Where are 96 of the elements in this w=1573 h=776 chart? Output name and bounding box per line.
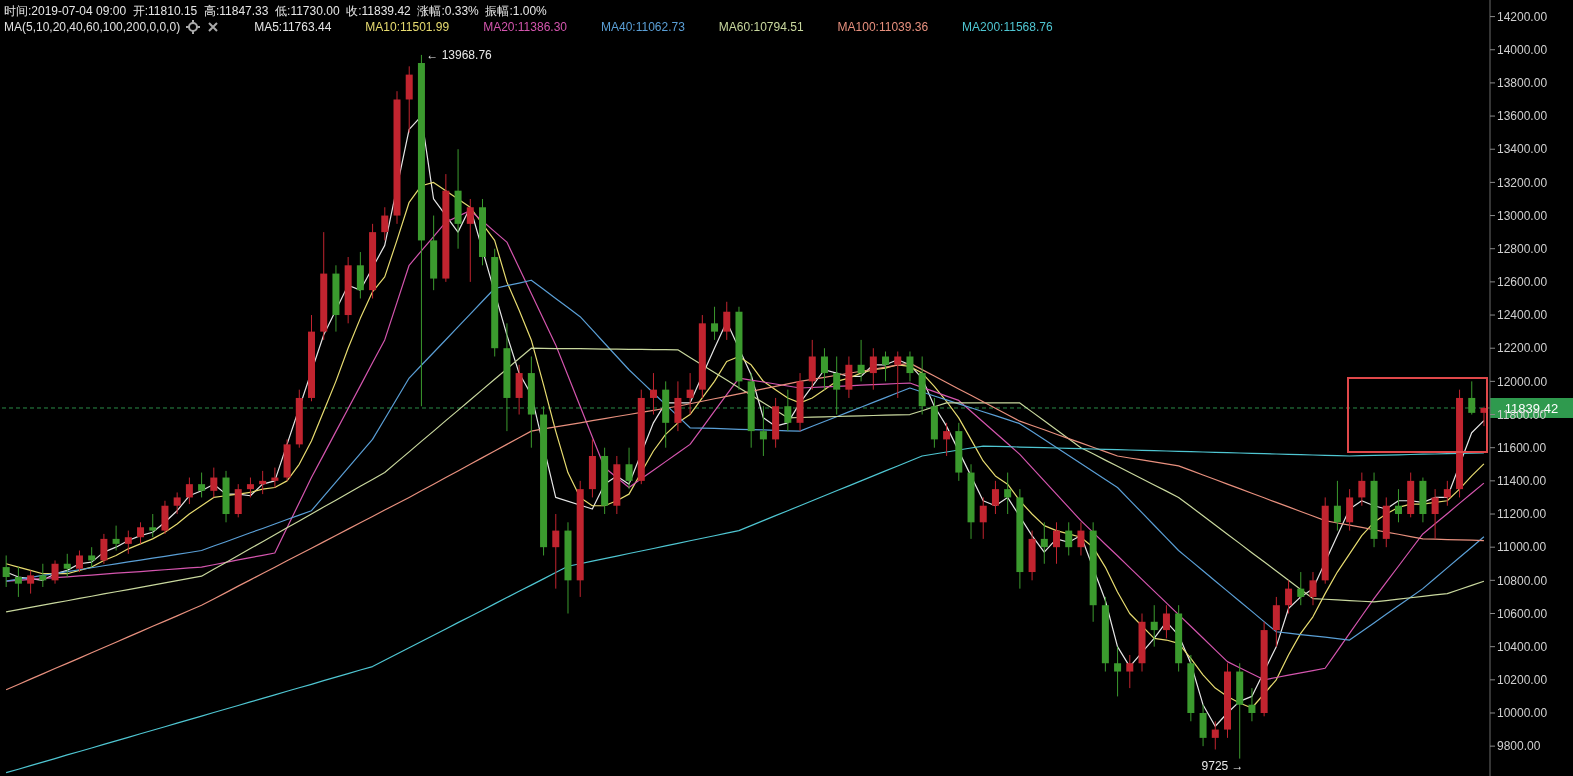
candlestick [649, 372, 657, 416]
candlestick [1248, 687, 1256, 722]
candlestick [381, 206, 389, 241]
candlestick [686, 372, 694, 416]
chart-title: 时间:2019-07-04 09:00 开:11810.15 高:11847.33 低:11730.00 收:11839.42 涨幅:0.33% 振幅:1.00% [4, 3, 547, 20]
candlestick [552, 513, 560, 590]
candlestick [1077, 521, 1085, 556]
candlestick [88, 546, 96, 568]
candlestick [75, 550, 83, 573]
candlestick [100, 533, 108, 565]
candlestick [14, 566, 22, 598]
candlestick [198, 472, 206, 498]
text: MA40:11062.73 [601, 20, 685, 34]
candlestick [1297, 571, 1305, 606]
text: MA5:11763.44 [254, 20, 332, 34]
candlestick [1443, 480, 1451, 507]
candlestick [857, 339, 865, 382]
y-tick-label: 13200.00 [1497, 175, 1548, 190]
candlestick [1431, 488, 1439, 540]
y-tick-label: 11000.00 [1497, 540, 1547, 555]
legend-title: MA(5,10,20,40,60,100,200,0,0,0) [4, 20, 182, 34]
candlestick [625, 447, 633, 490]
candlestick [1285, 579, 1293, 614]
candlestick [711, 306, 719, 341]
candlestick [173, 491, 181, 515]
candlestick [63, 553, 71, 578]
candlestick [894, 351, 902, 399]
candlestick [979, 496, 987, 540]
y-tick-label: 13600.00 [1497, 109, 1548, 124]
y-tick-label: 13800.00 [1497, 76, 1548, 91]
candlestick [1053, 521, 1061, 565]
line-series [5, 445, 1485, 774]
y-tick-label: 13400.00 [1497, 142, 1548, 157]
y-tick-label: 10600.00 [1497, 606, 1548, 621]
candlestick [185, 477, 193, 505]
candlestick [784, 389, 792, 432]
text: MA60:10794.51 [718, 20, 804, 34]
candlestick [1004, 472, 1012, 515]
candlestick [466, 198, 474, 283]
candlestick [991, 480, 999, 515]
y-tick-label: 9800.00 [1497, 739, 1541, 754]
candlestick [1150, 604, 1158, 648]
y-tick-label: 14000.00 [1497, 43, 1548, 57]
y-tick-label: 12000.00 [1497, 374, 1548, 389]
line-series [5, 279, 1485, 641]
candlestick [2, 554, 10, 588]
y-tick-label: 10400.00 [1497, 639, 1548, 654]
candlestick [1065, 521, 1073, 556]
candlestick [246, 477, 254, 498]
candlestick [1114, 646, 1122, 697]
annotation: ← 13968.76 [426, 47, 493, 62]
annotation: 9725 → [1201, 758, 1244, 773]
line-series [5, 347, 1485, 613]
candlestick [833, 356, 841, 416]
candlestick [271, 467, 279, 488]
y-tick-label: 12200.00 [1497, 341, 1548, 356]
candlestick [820, 347, 828, 391]
candlestick [259, 470, 267, 495]
y-tick-label: 12400.00 [1497, 308, 1548, 323]
candlestick [1126, 654, 1134, 689]
y-tick-label: 11200.00 [1497, 507, 1547, 522]
y-tick-label: 11600.00 [1497, 440, 1547, 455]
candlestick [124, 530, 132, 555]
text: MA10:11501.99 [365, 20, 450, 34]
y-tick-label: 13000.00 [1497, 208, 1548, 223]
candlestick [723, 301, 731, 341]
y-tick-label: 10200.00 [1497, 673, 1548, 688]
text: MA20:11386.30 [483, 20, 567, 34]
y-tick-label: 10000.00 [1497, 706, 1548, 721]
candlestick [1468, 380, 1476, 416]
y-tick-label: 12600.00 [1497, 275, 1548, 290]
candlestick [39, 563, 47, 588]
candlestick [943, 422, 951, 457]
candlestick [51, 559, 59, 585]
candlestick [112, 525, 120, 551]
text: MA100:11039.36 [837, 20, 929, 34]
candlestick [1040, 521, 1048, 565]
candlestick [869, 347, 877, 391]
candlestick [1394, 488, 1402, 523]
y-tick-label: 14200.00 [1497, 9, 1548, 24]
candlestick [1309, 571, 1317, 606]
candlestick [882, 351, 890, 382]
y-tick-label: 11400.00 [1497, 474, 1547, 489]
candlestick [27, 569, 35, 595]
candlestick [1162, 604, 1170, 639]
candlestick [1333, 480, 1341, 532]
y-tick-label: 12800.00 [1497, 241, 1548, 256]
candlestick [210, 467, 218, 498]
candlestick [149, 513, 157, 538]
y-tick-label: 10800.00 [1497, 573, 1548, 588]
candlestick [137, 521, 145, 545]
candlestick [906, 351, 914, 382]
candlestick [1211, 720, 1219, 750]
candlestick [1358, 472, 1366, 507]
text: MA200:11568.76 [962, 20, 1053, 34]
candlestick [759, 405, 767, 457]
